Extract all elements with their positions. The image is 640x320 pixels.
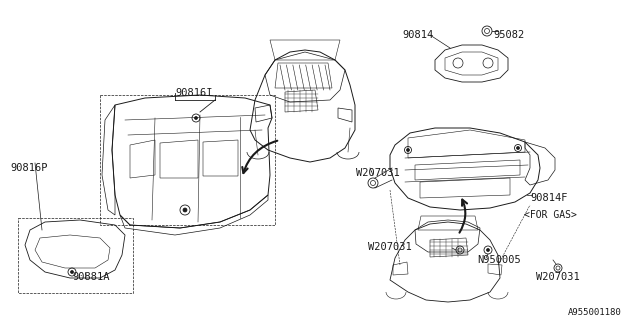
Text: <FOR GAS>: <FOR GAS> [524,210,577,220]
Bar [18,218,133,293]
Circle shape [516,147,520,149]
Text: 90814: 90814 [402,30,433,40]
Text: A955001180: A955001180 [568,308,621,317]
Text: 95082: 95082 [493,30,524,40]
Bar [100,95,275,225]
Text: N950005: N950005 [477,255,521,265]
Text: 90816P: 90816P [10,163,47,173]
Text: W207031: W207031 [356,168,400,178]
Circle shape [70,270,74,274]
Circle shape [406,148,410,151]
Circle shape [183,208,187,212]
Text: W207031: W207031 [368,242,412,252]
Text: 90816I: 90816I [175,88,212,98]
Text: 90881A: 90881A [72,272,109,282]
Text: 90814F: 90814F [530,193,568,203]
Text: W207031: W207031 [536,272,580,282]
Circle shape [486,249,490,252]
Circle shape [195,116,198,119]
